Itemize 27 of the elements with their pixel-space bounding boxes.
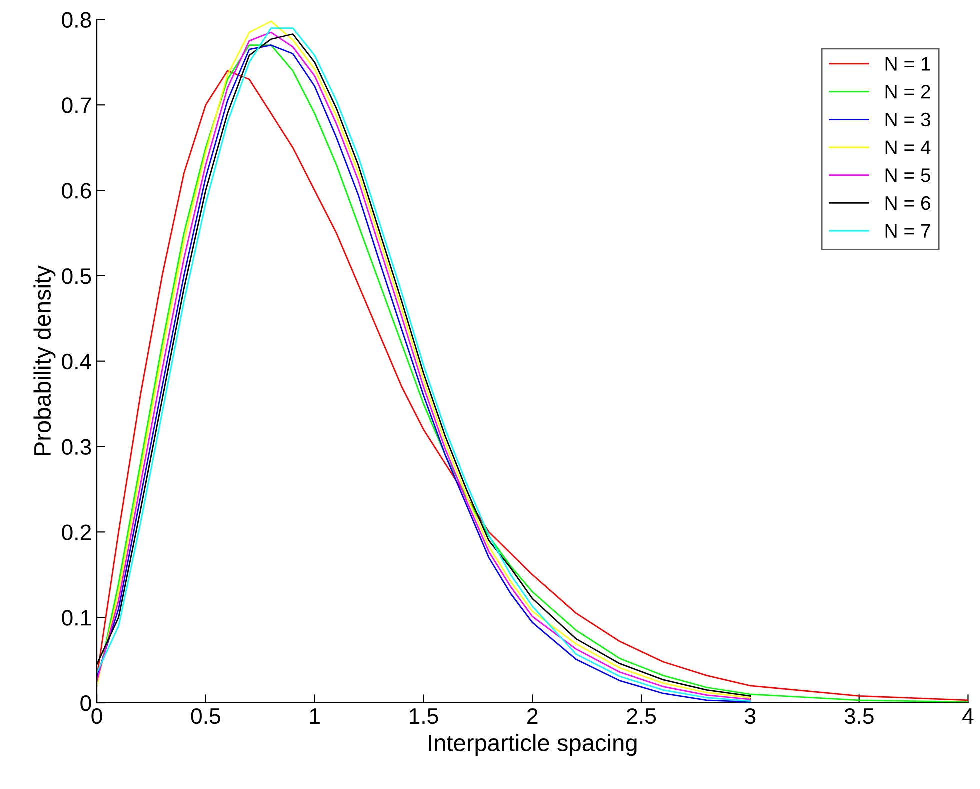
x-tick-label: 3	[745, 708, 756, 724]
y-tick-label: 0.2	[62, 524, 92, 540]
y-tick-label: 0.4	[62, 354, 92, 370]
y-tick-label: 0.1	[62, 610, 92, 626]
legend-label: N = 2	[886, 85, 930, 99]
legend-label: N = 5	[886, 168, 930, 182]
y-tick-label: 0.7	[62, 98, 92, 114]
x-tick-label: 0	[92, 708, 102, 724]
x-tick-label: 2.5	[627, 708, 656, 724]
y-tick-label: 0.8	[62, 12, 92, 28]
y-tick-label: 0	[80, 696, 92, 712]
x-tick-label: 0.5	[191, 708, 220, 724]
y-tick-label: 0.3	[62, 439, 92, 456]
x-tick-label: 1	[310, 708, 320, 724]
y-tick-label: 0.6	[62, 183, 92, 199]
legend-label: N = 7	[886, 224, 930, 238]
x-tick-label: 4	[962, 708, 974, 724]
legend-label: N = 1	[886, 57, 930, 71]
y-axis-title: Probability density	[34, 266, 56, 456]
y-tick-label: 0.5	[62, 268, 92, 284]
x-tick-label: 2	[528, 708, 538, 724]
legend-label: N = 4	[886, 140, 931, 154]
x-tick-label: 1.5	[410, 708, 438, 724]
legend-label: N = 6	[886, 196, 930, 210]
x-tick-label: 3.5	[844, 708, 874, 724]
legend-label: N = 3	[886, 112, 930, 127]
x-axis-title: Interparticle spacing	[429, 734, 637, 756]
